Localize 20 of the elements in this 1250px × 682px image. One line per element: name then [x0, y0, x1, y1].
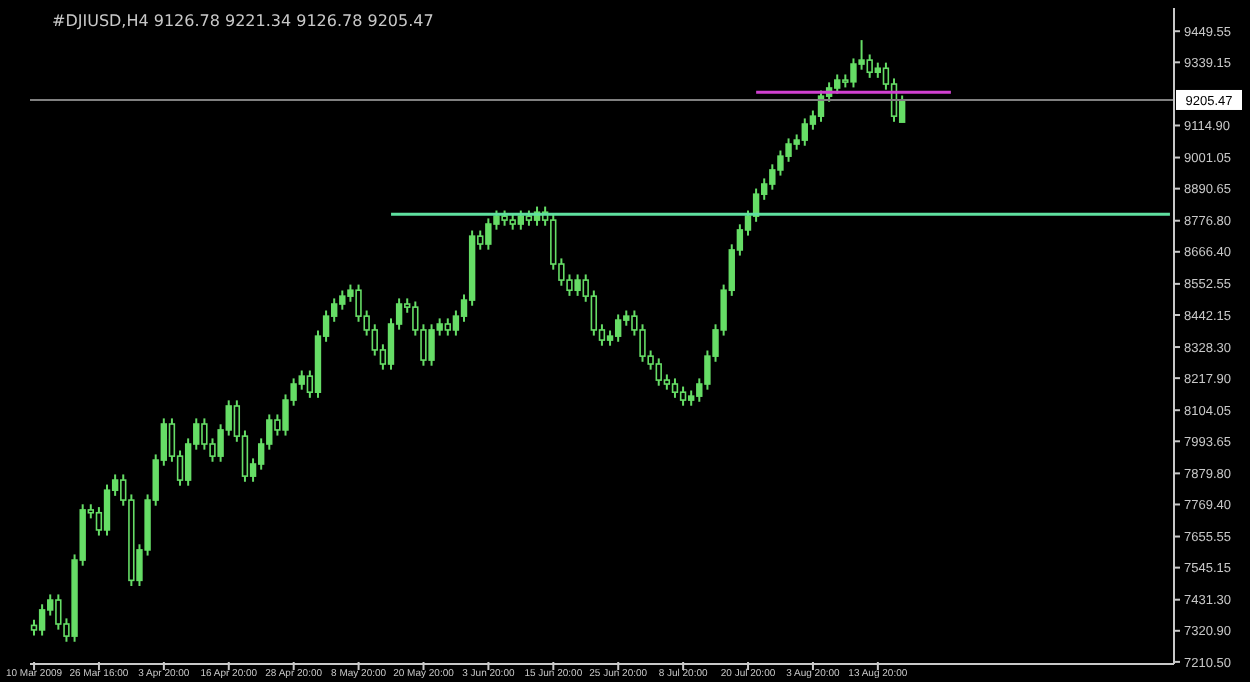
candlestick [834, 73, 841, 95]
candlestick [801, 117, 808, 147]
candlestick [777, 149, 784, 177]
candlestick [339, 289, 346, 311]
candlestick [671, 377, 679, 399]
candlestick [371, 323, 378, 357]
candlestick [574, 273, 581, 297]
candlestick [38, 603, 46, 637]
candlestick [850, 57, 857, 89]
candlestick [428, 323, 435, 367]
candlestick [639, 323, 646, 363]
candlestick [785, 137, 792, 163]
candlestick [485, 217, 492, 251]
candlestick [679, 385, 687, 407]
chart-title: #DJIUSD,H4 9126.78 9221.34 9126.78 9205.47 [52, 12, 434, 30]
candlestick [614, 313, 622, 343]
candlestick [103, 483, 111, 537]
candlestick [355, 283, 362, 323]
candlestick [655, 357, 662, 387]
candlestick [517, 209, 525, 231]
